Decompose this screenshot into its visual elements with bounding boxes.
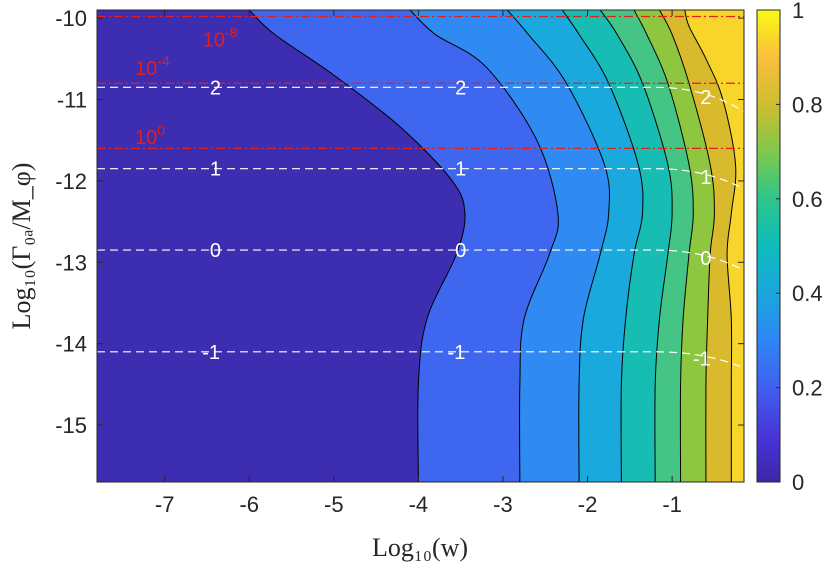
- white-dashed-contour-2: [97, 86, 744, 113]
- y-tick-label: -14: [55, 332, 87, 357]
- contour-fill-0: [97, 10, 466, 482]
- contour-line-7: [658, 10, 715, 482]
- y-tick-label: -12: [55, 169, 87, 194]
- colorbar-gradient: [756, 9, 781, 483]
- colorbar-tick-label: 1: [792, 0, 804, 23]
- colorbar-tick-label: 0.4: [792, 281, 823, 306]
- x-axis-label: Log₁₀(w): [372, 533, 468, 562]
- axes: -7 -6 -5 -4 -3 -2 -1-10-11-12-13-14-15: [55, 6, 744, 517]
- plot-area: [97, 10, 744, 482]
- colorbar-tick-label: 0.6: [792, 187, 823, 212]
- plot-frame: [96, 9, 745, 483]
- red-line-label: 100: [135, 122, 165, 149]
- x-tick-label: -2: [578, 492, 598, 517]
- contour-label: -1: [693, 348, 711, 370]
- contour-line-4: [561, 10, 644, 482]
- x-tick-label: -4: [409, 492, 429, 517]
- y-tick-label: -10: [55, 6, 87, 31]
- x-tick-label: -5: [324, 492, 344, 517]
- overlay-lines: [97, 15, 744, 369]
- x-tick-label: -3: [493, 492, 513, 517]
- contour-label: 1: [700, 167, 711, 189]
- red-label-exponent: -8: [225, 24, 238, 40]
- contour-line-1: [248, 10, 466, 482]
- colorbar-tick-label: 0.8: [792, 92, 823, 117]
- contour-label: 2: [455, 77, 466, 99]
- contour-line-3: [506, 10, 611, 482]
- contour-label: 2: [210, 77, 221, 99]
- y-tick-label: -13: [55, 250, 87, 275]
- red-label-base: 10: [203, 29, 225, 51]
- x-tick-label: -1: [662, 492, 682, 517]
- red-label-base: 10: [135, 58, 157, 80]
- red-label-exponent: -4: [157, 53, 170, 69]
- y-tick-label: -11: [57, 88, 87, 113]
- colorbar-tick-label: 0: [792, 470, 804, 495]
- white-dashed-contour--1: [97, 351, 744, 369]
- contour-label: 0: [210, 240, 221, 262]
- contour-line-5: [599, 10, 673, 482]
- x-tick-label: -6: [239, 492, 259, 517]
- colorbar-tick-label: 0.2: [792, 376, 823, 401]
- white-dashed-contour-0: [97, 249, 744, 271]
- y-axis-label: Log₁₀(Γ₀ₐ/M_φ): [7, 163, 36, 330]
- contour-label: 0: [700, 248, 711, 270]
- white-dashed-contour-1: [97, 168, 744, 190]
- contour-label: 1: [210, 159, 221, 181]
- red-line-label: 10-4: [135, 53, 170, 80]
- contour-label: 1: [455, 159, 466, 181]
- red-label-exponent: 0: [157, 122, 165, 138]
- contour-line-2: [409, 10, 559, 482]
- contour-label: -1: [448, 342, 466, 364]
- contour-label: 2: [700, 87, 711, 109]
- contour-line-6: [633, 10, 694, 482]
- x-tick-label: -7: [155, 492, 175, 517]
- contour-label: -1: [202, 342, 220, 364]
- colorbar: 0 0.2 0.4 0.6 0.8 1: [756, 0, 823, 495]
- contour-line-8: [684, 10, 737, 482]
- y-tick-label: -15: [55, 413, 87, 438]
- red-label-base: 10: [135, 127, 157, 149]
- red-line-label: 10-8: [203, 24, 238, 51]
- contour-label: 0: [455, 240, 466, 262]
